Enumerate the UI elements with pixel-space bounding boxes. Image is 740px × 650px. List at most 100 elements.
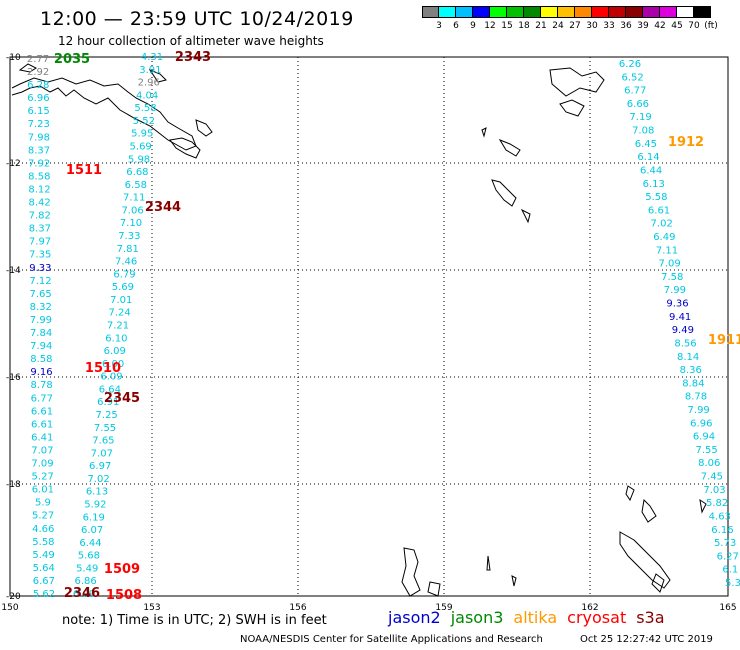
wave-height-label: 6.41 xyxy=(31,432,53,443)
wave-height-label: 8.37 xyxy=(29,224,51,235)
wave-height-label: 5.9 xyxy=(35,498,51,509)
wave-height-label: 7.84 xyxy=(30,328,52,339)
wave-height-label: 8.42 xyxy=(28,198,50,209)
wave-height-label: 6.01 xyxy=(32,485,54,496)
wave-height-label: 7.11 xyxy=(123,193,145,204)
wave-height-label: 6.10 xyxy=(105,333,127,344)
wave-height-label: 6.09 xyxy=(73,589,95,600)
legend-label: 45 xyxy=(671,21,683,31)
wave-height-label: 7.11 xyxy=(656,245,678,256)
legend-swatch xyxy=(456,6,473,18)
wave-height-label: 7.02 xyxy=(651,219,673,230)
wave-height-label: 5.62 xyxy=(33,589,55,600)
wave-height-label: 6.64 xyxy=(99,384,121,395)
satellite-label: jason3 xyxy=(450,608,504,627)
wave-height-label: 7.21 xyxy=(107,321,129,332)
wave-height-label: 7.99 xyxy=(688,405,710,416)
wave-height-label: 8.06 xyxy=(698,458,720,469)
legend-swatch xyxy=(558,6,575,18)
wave-height-label: 7.94 xyxy=(30,341,52,352)
legend-swatch xyxy=(507,6,524,18)
legend-label: 27 xyxy=(569,21,581,31)
wave-height-label: 6.28 xyxy=(27,80,49,91)
wave-height-label: 6.27 xyxy=(717,551,739,562)
legend-label: 6 xyxy=(453,21,459,31)
wave-height-label: 6.96 xyxy=(690,418,712,429)
wave-height-label: 7.25 xyxy=(96,410,118,421)
wave-height-label: 7.55 xyxy=(695,445,717,456)
wave-height-label: 2.96 xyxy=(138,78,160,89)
wave-height-label: 5.73 xyxy=(714,538,736,549)
wave-height-label: 7.99 xyxy=(664,285,686,296)
wave-height-label: 4.66 xyxy=(32,524,54,535)
wave-height-label: 6.66 xyxy=(627,99,649,110)
legend-swatch xyxy=(439,6,456,18)
wave-height-label: 5.92 xyxy=(84,500,106,511)
satellite-label: altika xyxy=(513,608,558,627)
wave-height-label: 8.56 xyxy=(674,338,696,349)
wave-height-label: 6.26 xyxy=(619,59,641,70)
coastline xyxy=(498,138,521,157)
wave-height-label: 4.63 xyxy=(709,511,731,522)
wave-height-label: 7.08 xyxy=(632,126,654,137)
map-frame xyxy=(9,56,729,597)
satellite-legend: jason2 jason3 altika cryosat s3a xyxy=(388,608,675,627)
coastline xyxy=(641,498,657,523)
wave-height-label: 8.78 xyxy=(31,380,53,391)
wave-height-label: 7.82 xyxy=(29,211,51,222)
lat-label: -10 xyxy=(6,53,21,63)
wave-height-label: 6.58 xyxy=(125,180,147,191)
wave-height-label: 7.81 xyxy=(117,244,139,255)
wave-height-label: 7.46 xyxy=(115,257,137,268)
wave-height-label: 6.13 xyxy=(643,179,665,190)
wave-height-label: 9.36 xyxy=(666,299,688,310)
legend-swatch xyxy=(609,6,626,18)
lat-label: -16 xyxy=(6,373,21,383)
legend-swatch xyxy=(575,6,592,18)
coastline xyxy=(520,208,531,224)
wave-height-label: 7.02 xyxy=(87,474,109,485)
coastline xyxy=(651,573,665,593)
wave-height-label: 6.07 xyxy=(81,525,103,536)
wave-height-label: 5.27 xyxy=(32,511,54,522)
wave-height-label: 5.95 xyxy=(131,129,153,140)
wave-height-label: 7.58 xyxy=(661,272,683,283)
pass-time-label: 2346 xyxy=(64,586,100,601)
wave-height-label: 6.09 xyxy=(100,372,122,383)
legend-label: 33 xyxy=(603,21,615,31)
satellite-label: s3a xyxy=(636,608,665,627)
legend-swatch xyxy=(626,6,643,18)
wave-height-label: 5.27 xyxy=(32,472,54,483)
wave-height-label: 5.68 xyxy=(78,551,100,562)
wave-height-label: 5.3 xyxy=(725,578,740,589)
wave-height-label: 7.65 xyxy=(92,436,114,447)
wave-height-label: 6.49 xyxy=(653,232,675,243)
pass-time-label: 2345 xyxy=(104,391,140,406)
coastline xyxy=(401,547,421,597)
wave-height-label: 6.44 xyxy=(640,165,662,176)
legend-label: 24 xyxy=(552,21,564,31)
wave-height-label: 6.91 xyxy=(97,397,119,408)
coastline xyxy=(699,498,707,514)
coastline xyxy=(148,68,167,83)
wave-height-label: 2.77 xyxy=(27,54,49,65)
coastline xyxy=(559,99,585,117)
legend-label: 12 xyxy=(484,21,496,31)
wave-height-label: 6.68 xyxy=(126,167,148,178)
wave-height-label: 8.37 xyxy=(28,145,50,156)
wave-height-label: 7.06 xyxy=(121,205,143,216)
pass-time-label: 1509 xyxy=(104,562,140,577)
legend-label: 9 xyxy=(470,21,476,31)
wave-height-label: 7.65 xyxy=(30,289,52,300)
wave-height-label: 6.19 xyxy=(83,512,105,523)
wave-height-label: 7.97 xyxy=(29,237,51,248)
wave-height-label: 5.58 xyxy=(32,537,54,548)
pass-time-label: 1511 xyxy=(66,163,102,178)
wave-height-label: 8.12 xyxy=(28,184,50,195)
lat-label: -18 xyxy=(6,480,21,490)
wave-height-label: 6.14 xyxy=(637,152,659,163)
wave-height-label: 6.96 xyxy=(27,93,49,104)
lon-label: 159 xyxy=(435,603,452,613)
pass-time-label: 2035 xyxy=(54,52,90,67)
